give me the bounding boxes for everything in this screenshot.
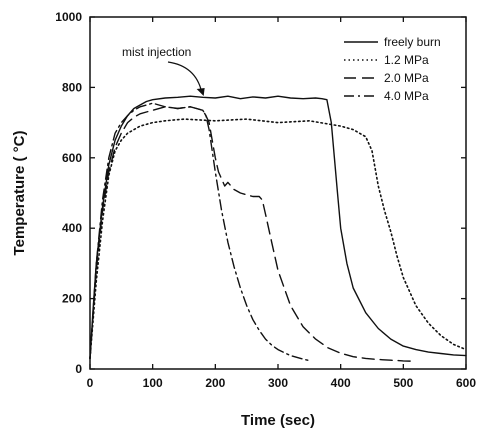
x-tick-label: 500	[393, 376, 413, 390]
x-tick-label: 0	[87, 376, 94, 390]
y-tick-label: 200	[62, 292, 82, 306]
series-line-1	[89, 118, 467, 360]
x-tick-label: 400	[331, 376, 351, 390]
legend-label: freely burn	[384, 35, 441, 49]
y-tick-label: 0	[75, 362, 82, 376]
series-line-3	[89, 102, 310, 362]
x-tick-label: 300	[268, 376, 288, 390]
legend-label: 1.2 MPa	[384, 53, 429, 67]
series-line-0	[89, 95, 467, 360]
x-tick-label: 100	[143, 376, 163, 390]
legend: freely burn 1.2 MPa 2.0 MPa 4.0 MPa	[344, 35, 441, 103]
y-tick-label: 1000	[55, 10, 82, 24]
annotation-layer: mist injection	[122, 45, 205, 96]
annotation-mist-injection: mist injection	[122, 45, 191, 59]
series-line-2	[89, 106, 417, 362]
y-tick-label: 600	[62, 151, 82, 165]
axis-ticks: 0 100 200 300 400 500 600 0 200 400 600 800 1000	[55, 10, 476, 390]
annotation-arrow	[167, 61, 203, 93]
plot-frame	[89, 16, 467, 370]
y-axis-title: Temperature ( °C)	[11, 131, 28, 256]
x-tick-label: 200	[205, 376, 225, 390]
plot-border	[89, 16, 467, 370]
series-lines	[89, 95, 467, 362]
y-tick-label: 800	[62, 80, 82, 94]
x-axis-title: Time (sec)	[241, 412, 315, 429]
legend-label: 4.0 MPa	[384, 89, 429, 103]
x-tick-label: 600	[456, 376, 476, 390]
y-tick-label: 400	[62, 221, 82, 235]
legend-label: 2.0 MPa	[384, 71, 429, 85]
annotation-arrowhead	[196, 87, 205, 96]
